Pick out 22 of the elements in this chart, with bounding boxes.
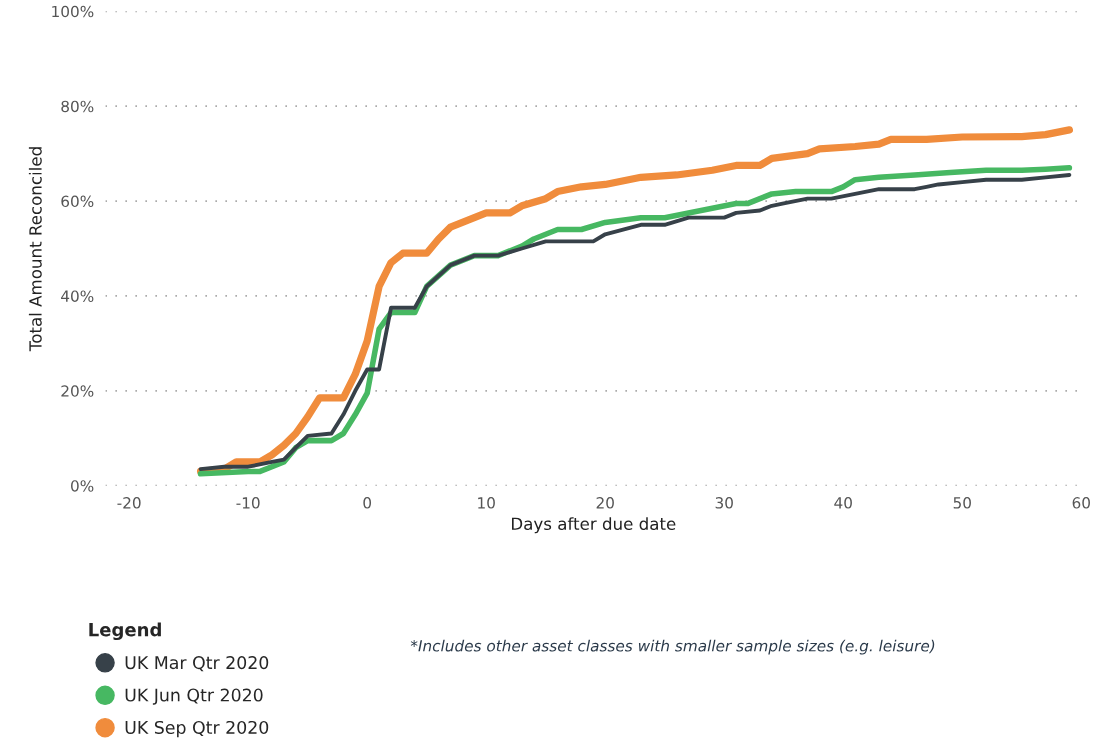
- x-tick-label: 30: [715, 497, 733, 509]
- x-tick-label: 50: [953, 497, 971, 509]
- y-tick-label: 0%: [71, 480, 94, 492]
- text: *Includes other asset classes with smaller sample sizes (e.g. leisure): [410, 639, 935, 655]
- y-tick-label: 40%: [61, 290, 94, 302]
- y-tick-label: 100%: [52, 5, 94, 18]
- legend-label: UK Jun Qtr 2020: [125, 688, 263, 705]
- y-tick-label: 80%: [61, 100, 94, 113]
- y-tick-label: 60%: [61, 195, 94, 208]
- x-tick-label: 0: [363, 497, 372, 509]
- x-tick-label: 20: [596, 497, 614, 509]
- x-tick-label: -20: [117, 497, 141, 509]
- legend-label: UK Sep Qtr 2020: [125, 720, 269, 738]
- x-tick-label: -10: [236, 497, 260, 509]
- legend-label: UK Mar Qtr 2020: [125, 656, 269, 672]
- y-axis-title: Total Amount Reconciled: [28, 147, 42, 352]
- x-tick-label: 40: [834, 497, 852, 509]
- y-tick-label: 20%: [61, 385, 94, 397]
- x-tick-label: 60: [1072, 497, 1090, 509]
- x-tick-label: 10: [478, 497, 495, 509]
- legend-title: Legend: [89, 622, 161, 641]
- x-axis-title: Days after due date: [512, 517, 676, 534]
